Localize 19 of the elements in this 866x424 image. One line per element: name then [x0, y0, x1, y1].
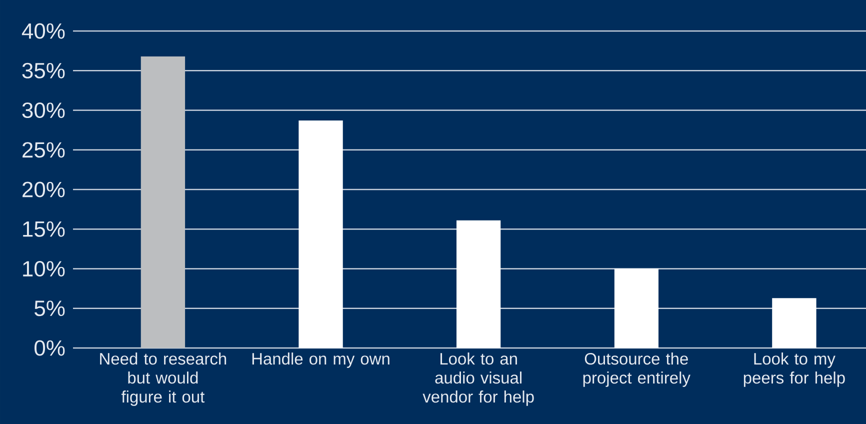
bar: [772, 298, 816, 348]
x-tick-label: Look to an audio visual vendor for help: [422, 352, 534, 406]
bar: [298, 120, 343, 348]
x-tick-label: Handle on my own: [252, 352, 390, 368]
bar: [140, 56, 186, 348]
x-tick-label: Look to my peers for help: [744, 352, 845, 387]
y-tick-label: 40%: [22, 23, 65, 39]
y-tick-label: 30%: [22, 102, 65, 118]
x-tick-label: Outsource the project entirely: [583, 352, 690, 387]
y-tick-label: 5%: [34, 300, 65, 316]
y-tick-label: 10%: [23, 260, 65, 277]
y-tick-label: 0%: [34, 340, 65, 356]
y-tick-label: 15%: [23, 221, 65, 237]
bar: [614, 268, 658, 348]
y-tick-label: 35%: [22, 62, 65, 78]
y-tick-label: 25%: [22, 142, 65, 158]
x-tick-label: Need to research but would figure it out: [100, 352, 226, 406]
y-tick-label: 20%: [22, 182, 65, 198]
bar: [456, 220, 501, 348]
